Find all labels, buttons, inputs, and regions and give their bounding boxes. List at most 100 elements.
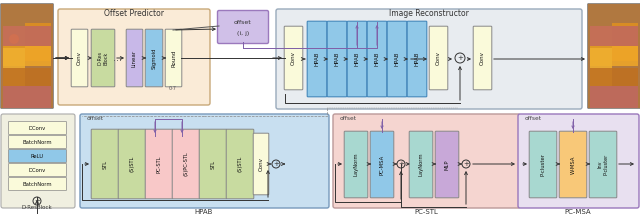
Text: Offset Predictor: Offset Predictor: [104, 10, 164, 19]
FancyBboxPatch shape: [370, 131, 394, 198]
Bar: [25, 46, 51, 66]
Text: MLP: MLP: [445, 159, 449, 170]
Text: HPAB: HPAB: [415, 52, 419, 66]
Circle shape: [9, 34, 19, 44]
Bar: [590, 26, 612, 66]
FancyBboxPatch shape: [118, 129, 146, 199]
Bar: [590, 26, 638, 46]
FancyBboxPatch shape: [8, 121, 67, 135]
Text: offset: offset: [340, 116, 357, 121]
Text: Conv: Conv: [436, 51, 441, 65]
FancyBboxPatch shape: [8, 149, 67, 162]
FancyBboxPatch shape: [589, 131, 617, 198]
FancyBboxPatch shape: [344, 131, 368, 198]
FancyBboxPatch shape: [218, 11, 269, 43]
FancyBboxPatch shape: [429, 26, 448, 90]
Text: PC-MSA: PC-MSA: [564, 209, 591, 215]
Text: PC-STL: PC-STL: [157, 155, 161, 173]
FancyBboxPatch shape: [307, 21, 327, 97]
FancyBboxPatch shape: [473, 26, 492, 90]
Text: BatchNorm: BatchNorm: [22, 181, 52, 186]
Text: (i, j): (i, j): [237, 32, 249, 37]
Bar: [612, 68, 638, 86]
Bar: [3, 26, 51, 46]
Text: Round: Round: [171, 49, 176, 67]
Text: Conv: Conv: [77, 51, 82, 65]
FancyBboxPatch shape: [1, 4, 53, 108]
Bar: [3, 86, 51, 108]
Text: Conv: Conv: [291, 51, 296, 65]
Text: W-MSA: W-MSA: [570, 155, 575, 174]
Text: (S)PC-STL: (S)PC-STL: [184, 152, 189, 176]
Text: HPAB: HPAB: [355, 52, 360, 66]
Text: LayNorm: LayNorm: [419, 153, 424, 176]
Text: DConv: DConv: [28, 125, 45, 130]
Text: +: +: [273, 161, 279, 167]
FancyBboxPatch shape: [529, 131, 557, 198]
FancyBboxPatch shape: [367, 21, 387, 97]
Text: offset: offset: [234, 19, 252, 24]
Bar: [1, 4, 53, 108]
Text: DConv: DConv: [28, 167, 45, 173]
Bar: [590, 48, 612, 68]
Bar: [588, 4, 640, 108]
Text: Inv
P-cluster: Inv P-cluster: [598, 154, 609, 175]
FancyBboxPatch shape: [199, 129, 227, 199]
Bar: [3, 68, 25, 86]
Text: offset: offset: [525, 116, 542, 121]
Text: (S)STL: (S)STL: [129, 156, 134, 172]
FancyBboxPatch shape: [276, 9, 582, 109]
FancyBboxPatch shape: [92, 129, 119, 199]
Text: HPAB: HPAB: [335, 52, 339, 66]
Text: PC-STL: PC-STL: [414, 209, 438, 215]
FancyBboxPatch shape: [284, 26, 303, 90]
Text: STL: STL: [102, 159, 108, 168]
Bar: [25, 68, 51, 86]
FancyBboxPatch shape: [327, 21, 347, 97]
FancyBboxPatch shape: [145, 29, 163, 87]
Text: offset: offset: [87, 116, 104, 121]
FancyBboxPatch shape: [333, 114, 520, 208]
Bar: [612, 23, 638, 61]
FancyBboxPatch shape: [145, 129, 173, 199]
Bar: [590, 86, 638, 108]
Text: HPAB: HPAB: [374, 52, 380, 66]
Text: +: +: [457, 55, 463, 61]
Text: D-ResBlock: D-ResBlock: [22, 205, 52, 210]
FancyBboxPatch shape: [347, 21, 367, 97]
FancyBboxPatch shape: [8, 135, 67, 149]
Text: ReLU: ReLU: [31, 154, 44, 159]
Text: STL: STL: [211, 159, 216, 168]
FancyBboxPatch shape: [1, 114, 75, 208]
FancyBboxPatch shape: [435, 131, 459, 198]
Text: Linear: Linear: [132, 49, 137, 67]
Text: (S)STL: (S)STL: [237, 156, 243, 172]
Text: Conv: Conv: [480, 51, 485, 65]
Text: PC-MSA: PC-MSA: [380, 154, 385, 175]
FancyBboxPatch shape: [8, 164, 67, 176]
Bar: [612, 46, 638, 66]
FancyBboxPatch shape: [8, 178, 67, 191]
Text: LayNorm: LayNorm: [353, 153, 358, 176]
Text: +: +: [34, 198, 40, 204]
FancyBboxPatch shape: [92, 29, 115, 87]
Text: 0-7: 0-7: [169, 86, 177, 92]
Bar: [25, 23, 51, 61]
Bar: [3, 26, 25, 66]
FancyBboxPatch shape: [126, 29, 143, 87]
Text: D-Res
Block: D-Res Block: [97, 51, 108, 65]
Text: HPAB: HPAB: [314, 52, 319, 66]
Text: Image Reconstructor: Image Reconstructor: [389, 8, 469, 17]
FancyBboxPatch shape: [71, 29, 88, 87]
FancyBboxPatch shape: [588, 4, 640, 108]
FancyBboxPatch shape: [165, 29, 182, 87]
FancyBboxPatch shape: [409, 131, 433, 198]
Text: ...: ...: [113, 53, 122, 63]
Bar: [3, 48, 25, 68]
Bar: [590, 68, 612, 86]
FancyBboxPatch shape: [253, 133, 269, 195]
Text: HPAB: HPAB: [195, 209, 213, 215]
FancyBboxPatch shape: [407, 21, 427, 97]
Text: BatchNorm: BatchNorm: [22, 140, 52, 145]
Text: +: +: [398, 161, 404, 167]
